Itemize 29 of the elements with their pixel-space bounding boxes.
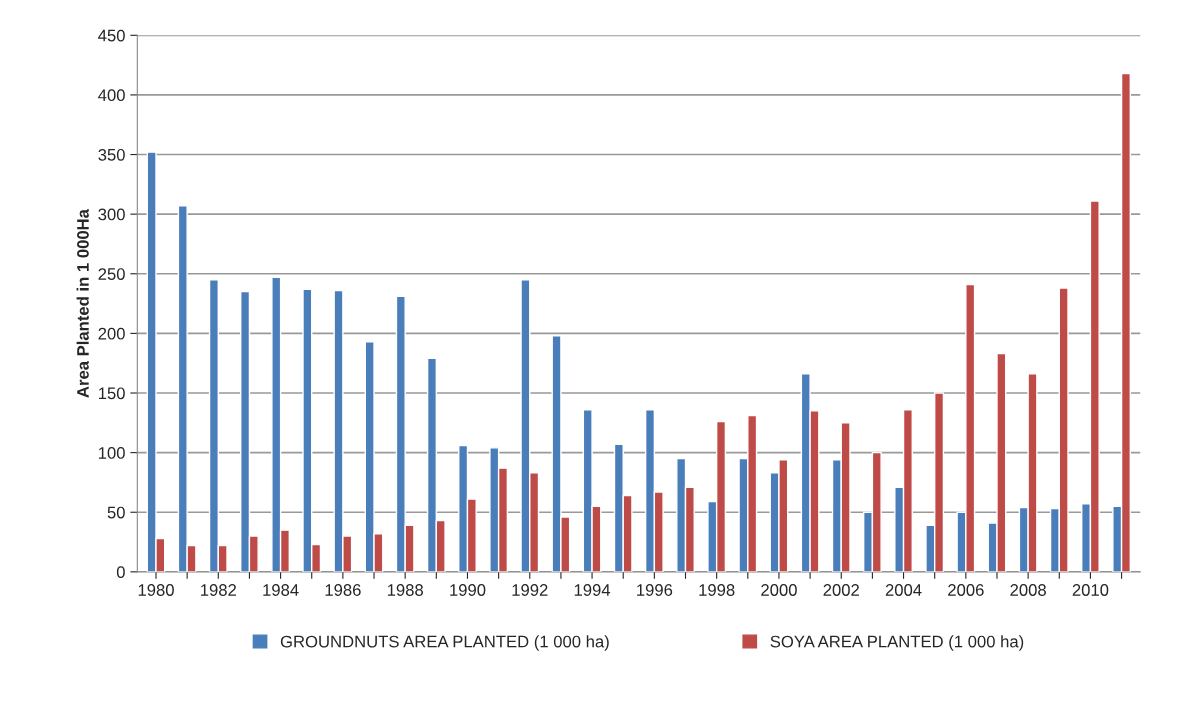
x-tick-label: 2008 xyxy=(1010,584,1046,596)
x-tick-label: 2010 xyxy=(1072,584,1109,596)
x-tick-label: 1996 xyxy=(637,584,673,596)
y-tick-label: 400 xyxy=(98,89,125,102)
x-tick-label: 2000 xyxy=(761,584,797,596)
y-tick-label: 300 xyxy=(98,208,125,221)
x-tick-label: 1980 xyxy=(138,584,174,596)
x-tick-label: 1982 xyxy=(201,584,236,596)
y-tick-label: 200 xyxy=(98,327,125,340)
x-tick-label: 1984 xyxy=(263,584,299,596)
x-tick-label: 2002 xyxy=(823,584,859,596)
x-tick-label: 1998 xyxy=(699,584,735,596)
x-tick-label: 1994 xyxy=(574,584,611,596)
y-tick-label: 50 xyxy=(107,506,125,519)
x-tick-label: 1986 xyxy=(325,584,361,596)
x-tick-label: 2006 xyxy=(948,584,984,596)
y-tick-label: 250 xyxy=(98,268,125,280)
legend-label: SOYA AREA PLANTED (1 000 ha) xyxy=(770,635,1024,651)
x-tick-label: 1990 xyxy=(450,584,486,596)
legend-label: GROUNDNUTS AREA PLANTED (1 000 ha) xyxy=(280,635,609,651)
y-tick-label: 450 xyxy=(98,29,125,42)
x-tick-label: 2004 xyxy=(885,584,922,596)
x-tick-label: 1992 xyxy=(512,584,548,596)
y-tick-label: 0 xyxy=(116,566,125,579)
x-tick-label: 1988 xyxy=(387,584,423,596)
y-axis-title: Area Planted in 1 000Ha xyxy=(76,208,89,398)
y-tick-label: 150 xyxy=(98,387,125,400)
y-tick-label: 100 xyxy=(98,447,125,459)
y-tick-label: 350 xyxy=(98,148,125,161)
